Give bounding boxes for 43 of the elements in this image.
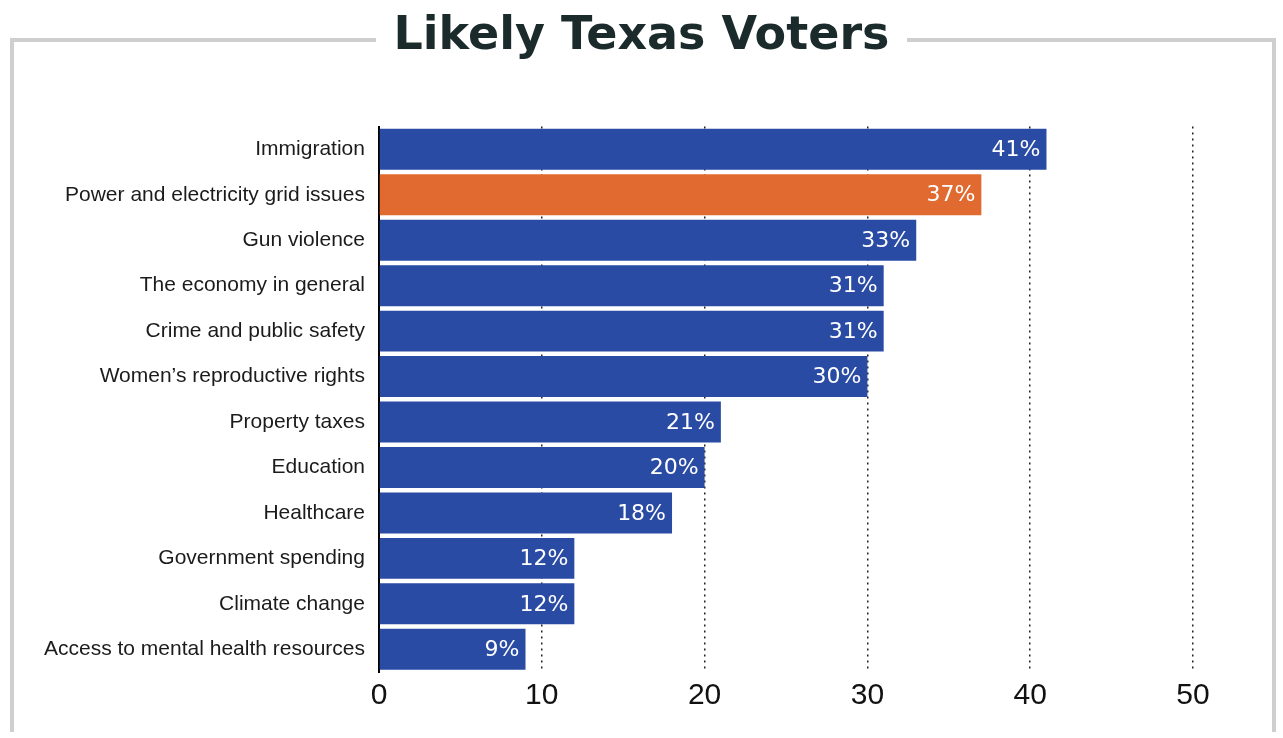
bar — [379, 583, 575, 625]
data-label: 21% — [665, 408, 715, 434]
x-tick-label: 40 — [1013, 677, 1047, 711]
bar — [379, 174, 982, 216]
data-label: 12% — [519, 590, 569, 616]
y-tick-label: The economy in general — [139, 272, 365, 296]
y-tick-label: Government spending — [158, 545, 365, 569]
x-tick-label: 0 — [370, 677, 388, 711]
data-label: 30% — [812, 363, 862, 389]
bar — [379, 447, 705, 488]
y-tick-label: Property taxes — [229, 408, 365, 432]
bar — [379, 310, 884, 352]
bar — [379, 219, 917, 261]
bar — [379, 401, 721, 443]
data-label: 31% — [828, 317, 878, 343]
data-label: 12% — [519, 545, 569, 571]
data-label: 9% — [484, 635, 520, 661]
bar — [379, 128, 1047, 170]
data-label: 31% — [828, 272, 878, 298]
y-tick-label: Women’s reproductive rights — [99, 363, 365, 387]
y-tick-label: Climate change — [219, 590, 365, 614]
data-label: 33% — [861, 226, 911, 252]
data-label: 18% — [617, 499, 667, 525]
x-tick-label: 10 — [525, 677, 559, 711]
y-tick-label: Crime and public safety — [145, 317, 366, 341]
x-tick-label: 20 — [687, 677, 722, 711]
bar — [379, 492, 673, 534]
y-tick-label: Healthcare — [263, 499, 365, 523]
y-tick-label: Power and electricity grid issues — [65, 181, 365, 205]
x-tick-label: 50 — [1176, 677, 1210, 711]
y-tick-label: Immigration — [255, 136, 365, 160]
x-tick-label: 30 — [850, 677, 885, 711]
bar — [379, 537, 575, 579]
y-tick-label: Access to mental health resources — [43, 636, 365, 660]
data-label: 41% — [991, 136, 1041, 162]
bar — [379, 265, 884, 307]
chart-title: Likely Texas Voters — [375, 6, 908, 60]
bar — [379, 356, 868, 398]
data-label: 20% — [649, 454, 699, 480]
data-label: 37% — [926, 181, 976, 207]
y-tick-label: Gun violence — [242, 227, 365, 251]
y-tick-label: Education — [271, 454, 365, 478]
bar — [379, 628, 526, 670]
